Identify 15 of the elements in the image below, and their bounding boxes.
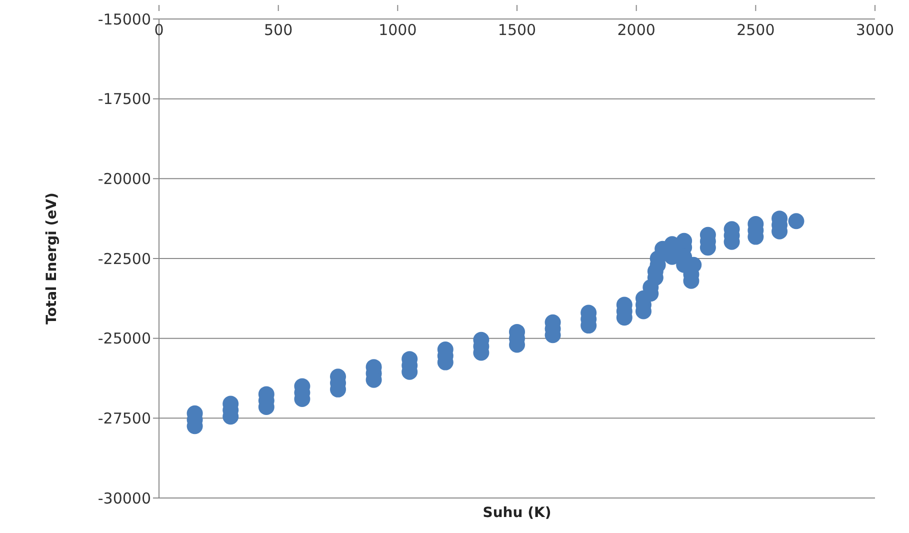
y-tick-label: -20000 xyxy=(98,170,151,188)
x-tick-label: 2000 xyxy=(617,21,656,39)
y-tick-label: -27500 xyxy=(98,409,151,428)
y-tick-label: -17500 xyxy=(98,90,151,108)
y-tick-label: -15000 xyxy=(98,10,151,28)
y-tick-label: -25000 xyxy=(98,330,151,348)
x-axis-title: Suhu (K) xyxy=(482,505,552,521)
x-tick-label: 2500 xyxy=(736,21,775,39)
x-tick-label: 1500 xyxy=(498,21,536,39)
y-tick-label: -30000 xyxy=(98,489,151,508)
y-tick-label: -22500 xyxy=(98,250,151,268)
x-tick-label: 1000 xyxy=(378,21,417,39)
x-tick-label: 500 xyxy=(264,21,293,39)
x-tick-label: 3000 xyxy=(856,21,894,39)
y-axis-title: Total Energi (eV) xyxy=(44,192,60,324)
